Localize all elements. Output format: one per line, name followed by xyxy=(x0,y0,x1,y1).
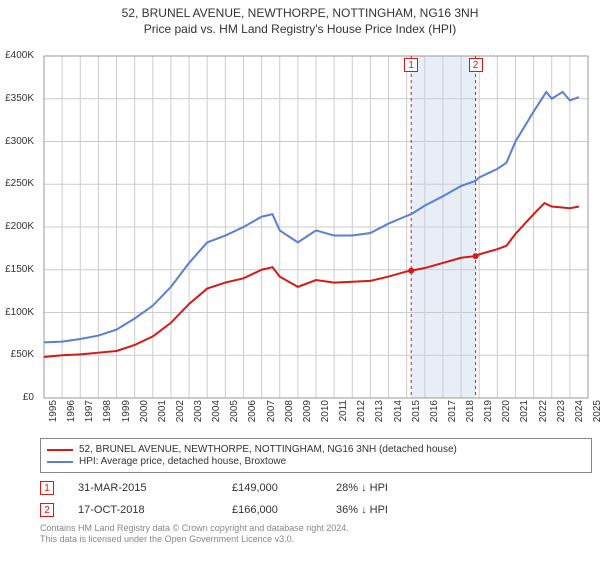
y-axis-tick-label: £200K xyxy=(0,221,34,232)
x-axis-tick-label: 2016 xyxy=(429,400,440,430)
x-axis-tick-label: 1998 xyxy=(102,400,113,430)
y-axis-tick-label: £250K xyxy=(0,178,34,189)
legend-item: HPI: Average price, detached house, Brox… xyxy=(47,456,585,467)
legend-swatch xyxy=(47,461,73,463)
sale-row: 1 31-MAR-2015 £149,000 28% ↓ HPI xyxy=(40,481,592,495)
y-axis-tick-label: £300K xyxy=(0,136,34,147)
x-axis-tick-label: 2007 xyxy=(266,400,277,430)
x-axis-tick-label: 2002 xyxy=(175,400,186,430)
y-axis-tick-label: £150K xyxy=(0,264,34,275)
x-axis-tick-label: 2021 xyxy=(519,400,530,430)
x-axis-tick-label: 2020 xyxy=(501,400,512,430)
x-axis-tick-label: 2011 xyxy=(338,400,349,430)
y-axis-tick-label: £350K xyxy=(0,93,34,104)
chart-sale-badge: 2 xyxy=(469,58,483,72)
sale-badge: 1 xyxy=(40,481,54,495)
x-axis-tick-label: 2001 xyxy=(157,400,168,430)
sale-delta: 36% ↓ HPI xyxy=(336,504,426,516)
sale-row: 2 17-OCT-2018 £166,000 36% ↓ HPI xyxy=(40,503,592,517)
x-axis-tick-label: 2008 xyxy=(284,400,295,430)
footnote-line: This data is licensed under the Open Gov… xyxy=(40,534,592,545)
x-axis-tick-label: 2004 xyxy=(211,400,222,430)
x-axis-tick-label: 2000 xyxy=(139,400,150,430)
x-axis-tick-label: 2019 xyxy=(483,400,494,430)
x-axis-tick-label: 2014 xyxy=(393,400,404,430)
x-axis-tick-label: 2023 xyxy=(556,400,567,430)
legend-label: 52, BRUNEL AVENUE, NEWTHORPE, NOTTINGHAM… xyxy=(79,444,457,455)
sale-date: 17-OCT-2018 xyxy=(78,504,208,516)
x-axis-tick-label: 2015 xyxy=(411,400,422,430)
x-axis-tick-label: 2024 xyxy=(574,400,585,430)
legend: 52, BRUNEL AVENUE, NEWTHORPE, NOTTINGHAM… xyxy=(40,438,592,473)
sale-delta: 28% ↓ HPI xyxy=(336,482,426,494)
x-axis-tick-label: 2003 xyxy=(193,400,204,430)
sale-date: 31-MAR-2015 xyxy=(78,482,208,494)
x-axis-tick-label: 1996 xyxy=(66,400,77,430)
x-axis-tick-label: 2022 xyxy=(538,400,549,430)
x-axis-tick-label: 1995 xyxy=(48,400,59,430)
legend-label: HPI: Average price, detached house, Brox… xyxy=(79,456,286,467)
x-axis-tick-label: 2017 xyxy=(447,400,458,430)
x-axis-tick-label: 1999 xyxy=(121,400,132,430)
x-axis-tick-label: 2025 xyxy=(592,400,600,430)
sale-badge: 2 xyxy=(40,503,54,517)
x-axis-tick-label: 2010 xyxy=(320,400,331,430)
sale-price: £166,000 xyxy=(232,504,312,516)
legend-swatch xyxy=(47,449,73,451)
x-axis-tick-label: 2005 xyxy=(229,400,240,430)
x-axis-tick-label: 1997 xyxy=(84,400,95,430)
x-axis-tick-label: 2006 xyxy=(247,400,258,430)
sale-price: £149,000 xyxy=(232,482,312,494)
y-axis-tick-label: £0 xyxy=(0,392,34,403)
page-subtitle: Price paid vs. HM Land Registry's House … xyxy=(0,22,600,36)
x-axis-tick-label: 2009 xyxy=(302,400,313,430)
y-axis-tick-label: £50K xyxy=(0,349,34,360)
footnote: Contains HM Land Registry data © Crown c… xyxy=(40,523,592,546)
chart-sale-badge: 1 xyxy=(404,58,418,72)
chart xyxy=(40,52,592,402)
y-axis-tick-label: £400K xyxy=(0,50,34,61)
footnote-line: Contains HM Land Registry data © Crown c… xyxy=(40,523,592,534)
y-axis-tick-label: £100K xyxy=(0,307,34,318)
x-axis-tick-label: 2018 xyxy=(465,400,476,430)
page-title: 52, BRUNEL AVENUE, NEWTHORPE, NOTTINGHAM… xyxy=(0,6,600,20)
legend-item: 52, BRUNEL AVENUE, NEWTHORPE, NOTTINGHAM… xyxy=(47,444,585,455)
x-axis-tick-label: 2012 xyxy=(356,400,367,430)
x-axis-tick-label: 2013 xyxy=(374,400,385,430)
